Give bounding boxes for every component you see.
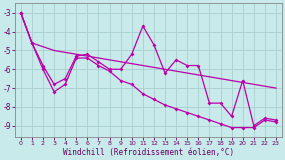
X-axis label: Windchill (Refroidissement éolien,°C): Windchill (Refroidissement éolien,°C) bbox=[63, 148, 234, 156]
